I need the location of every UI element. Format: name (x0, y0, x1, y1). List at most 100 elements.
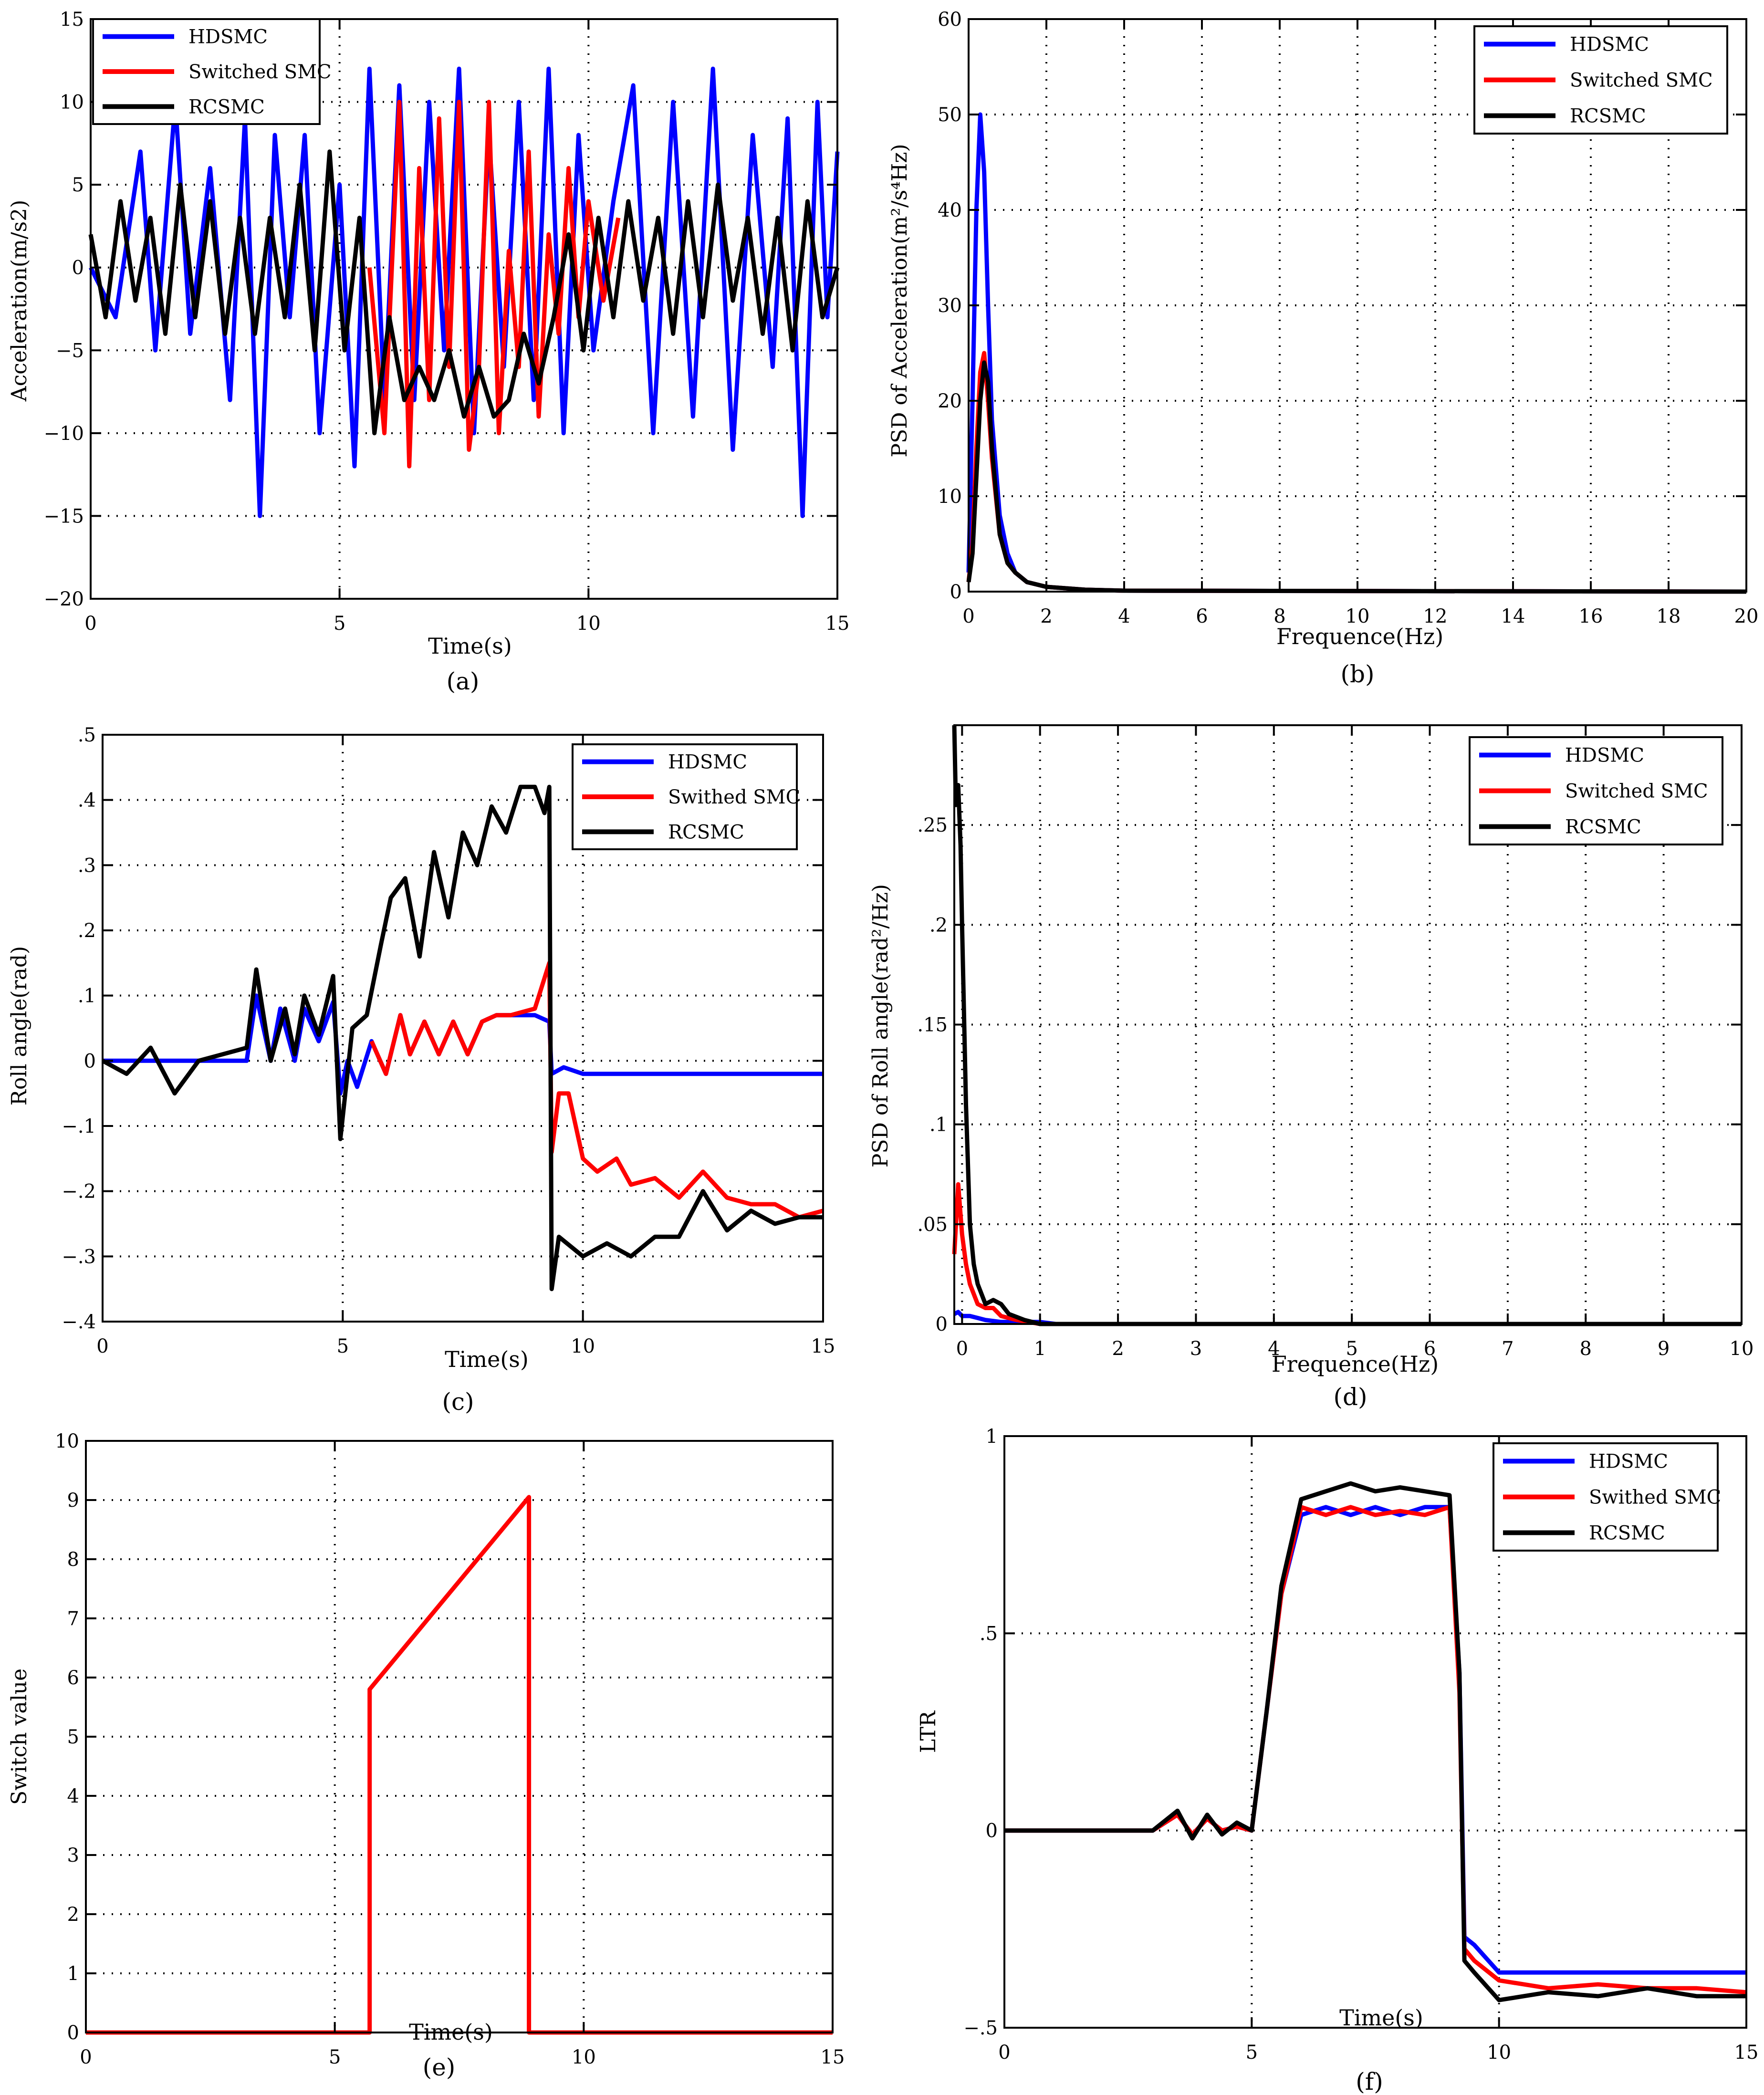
y-tick-label: 30 (938, 295, 962, 317)
y-tick-label: .3 (78, 855, 96, 876)
y-tick-label: 1 (67, 1963, 79, 1985)
y-tick-label: 8 (67, 1549, 79, 1571)
y-tick-label: 5 (72, 174, 84, 196)
legend-label: HDSMC (188, 26, 268, 48)
panel-caption: (b) (1340, 660, 1374, 688)
legend-label: Swithed SMC (668, 786, 800, 808)
x-tick-label: 12 (1423, 605, 1448, 627)
legend-label: Switched SMC (1565, 781, 1708, 803)
x-tick-label: 10 (1730, 1338, 1754, 1360)
legend-label: RCSMC (1589, 1522, 1665, 1544)
x-tick-label: 15 (825, 613, 850, 635)
series-line-rcsmc (88, 149, 840, 436)
y-tick-label: .05 (917, 1214, 948, 1236)
x-axis-label: Time(s) (428, 633, 512, 659)
x-axis-label: Time(s) (445, 1346, 529, 1372)
y-tick-label: 0 (67, 2022, 79, 2044)
legend-label: RCSMC (1565, 816, 1641, 838)
y-axis-label: Roll angle(rad) (7, 946, 31, 1105)
x-tick-label: 10 (576, 613, 601, 635)
x-tick-label: 5 (1346, 1338, 1357, 1360)
chart-c: 0 5 10 15 −.4 −.3 −.2 −.1 0 .1 .2 .3 .4 .5 Time(s) Roll… (7, 724, 835, 1416)
y-tick-label: 9 (67, 1490, 79, 1511)
panel-caption: (d) (1333, 1383, 1367, 1411)
y-tick-label: −20 (44, 588, 84, 610)
y-tick-label: −.5 (963, 2017, 998, 2039)
legend: HDSMC Switched SMC RCSMC (1473, 25, 1728, 135)
y-tick-label: 15 (60, 9, 84, 31)
y-tick-label: 10 (938, 486, 962, 508)
x-tick-label: 7 (1502, 1338, 1513, 1360)
x-tick-label: 10 (572, 2046, 596, 2068)
x-tick-label: 10 (571, 1335, 595, 1357)
series-line-rcsmc (952, 725, 1742, 1326)
y-tick-label: 5 (67, 1726, 79, 1748)
y-axis-label: PSD of Acceleration(m²/s⁴Hz) (887, 144, 912, 457)
x-tick-label: 0 (962, 605, 974, 627)
legend: HDSMC Swithed SMC RCSMC (1493, 1442, 1721, 1552)
axes-box (90, 18, 838, 600)
series-line-rcsmc (101, 784, 823, 1292)
legend-label: HDSMC (1570, 34, 1649, 56)
y-tick-label: 50 (938, 104, 962, 126)
y-tick-label: 60 (938, 9, 962, 31)
x-axis-label: Time(s) (409, 2019, 493, 2045)
x-tick-label: 15 (1734, 2042, 1759, 2064)
y-tick-label: 20 (938, 390, 962, 412)
chart-d: 0 1 2 3 4 5 6 7 8 9 10 0 .05 .1 .15 .2 .25 Frequence(Hz) P… (868, 724, 1754, 1411)
x-tick-label: 8 (1580, 1338, 1592, 1360)
x-tick-label: 5 (337, 1335, 349, 1357)
y-tick-label: 0 (936, 1313, 948, 1335)
x-tick-label: 18 (1657, 605, 1681, 627)
y-tick-label: 0 (72, 257, 84, 279)
x-tick-label: 14 (1501, 605, 1525, 627)
legend: HDSMC Switched SMC RCSMC (92, 18, 332, 125)
y-tick-label: 10 (60, 92, 84, 114)
y-tick-label: 6 (67, 1667, 79, 1689)
y-tick-label: −10 (44, 423, 84, 445)
y-tick-label: .1 (78, 985, 96, 1007)
y-tick-label: −.2 (62, 1181, 96, 1203)
legend-label: RCSMC (188, 96, 265, 118)
x-tick-label: 4 (1118, 605, 1130, 627)
panel-caption: (e) (423, 2053, 456, 2081)
x-tick-label: 15 (811, 1335, 835, 1357)
y-tick-label: 4 (67, 1785, 79, 1807)
y-axis-label: Acceleration(m/s2) (7, 200, 31, 402)
y-tick-label: 0 (84, 1050, 96, 1072)
y-tick-label: 10 (55, 1430, 79, 1452)
y-axis-label: Switch value (7, 1668, 31, 1805)
x-axis-label: Time(s) (1339, 2005, 1423, 2031)
y-tick-label: .5 (980, 1623, 998, 1645)
x-tick-label: 16 (1579, 605, 1603, 627)
x-tick-label: 0 (96, 1335, 108, 1357)
y-tick-label: .2 (78, 920, 96, 942)
y-tick-label: 1 (986, 1426, 998, 1448)
y-tick-label: −.4 (62, 1311, 96, 1333)
y-tick-label: −5 (56, 340, 84, 362)
x-tick-label: 5 (329, 2046, 341, 2068)
legend-label: RCSMC (1570, 105, 1646, 127)
y-tick-label: .25 (917, 814, 948, 836)
y-tick-label: 0 (986, 1820, 998, 1842)
y-tick-label: .15 (917, 1014, 948, 1036)
plot-area (86, 1441, 833, 2032)
x-tick-label: 20 (1734, 605, 1759, 627)
legend-label: HDSMC (668, 751, 747, 773)
x-tick-label: 0 (998, 2042, 1010, 2064)
x-axis-label: Frequence(Hz) (1272, 1351, 1439, 1377)
x-tick-label: 15 (821, 2046, 845, 2068)
x-axis-label: Frequence(Hz) (1276, 624, 1443, 649)
x-tick-label: 2 (1040, 605, 1052, 627)
y-tick-label: 7 (67, 1608, 79, 1630)
chart-a: 0 5 10 15 −20 −15 −10 −5 0 5 10 15 Time(s) Accelerati… (7, 9, 849, 695)
legend-label: Switched SMC (1570, 70, 1713, 92)
panel-caption: (a) (447, 667, 480, 695)
panel-caption: (c) (442, 1388, 474, 1416)
y-tick-label: 2 (67, 1904, 79, 1926)
chart-e: 0 5 10 15 0 1 2 3 4 5 6 7 8 9 10 Time(s) Switch value (e) (7, 1430, 845, 2081)
legend-label: HDSMC (1565, 745, 1644, 767)
series-line-rcsmc (966, 360, 1747, 594)
y-tick-label: .5 (78, 724, 96, 746)
